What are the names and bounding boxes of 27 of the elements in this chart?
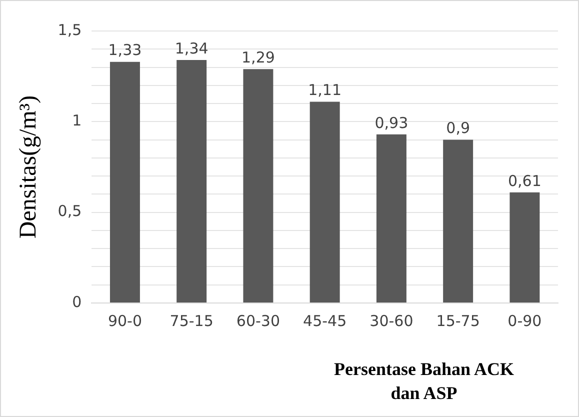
data-label: 1,34 (174, 39, 208, 58)
data-label: 0,61 (508, 172, 542, 190)
y-tick-label: 1 (72, 112, 82, 130)
data-label: 1,29 (242, 48, 275, 66)
x-tick-label: 30-60 (370, 312, 414, 330)
data-label: 1,33 (108, 41, 142, 60)
data-label: 0,9 (446, 119, 470, 138)
x-tick-label: 45-45 (303, 312, 347, 330)
bar (376, 134, 406, 302)
x-tick-label: 75-15 (170, 312, 214, 330)
bar (176, 60, 207, 302)
y-tick-label: 0 (72, 292, 82, 311)
bar (510, 192, 540, 302)
x-tick-label: 90-0 (108, 312, 142, 330)
x-tick-label: 15-75 (436, 312, 480, 330)
data-label: 0,93 (374, 114, 408, 132)
y-tick-label: 0,5 (58, 202, 82, 220)
bar (443, 140, 474, 302)
data-label: 1,11 (308, 81, 342, 100)
y-axis-title: Densitas(g/m³) (16, 95, 42, 239)
x-tick-label: 0-90 (508, 312, 542, 330)
bar (110, 62, 140, 302)
y-tick-label: 1,5 (58, 20, 82, 39)
bar (310, 102, 340, 302)
x-axis-title: Persentase Bahan ACK dan ASP (333, 358, 515, 405)
x-tick-label: 60-30 (236, 312, 280, 330)
bar (243, 69, 274, 302)
